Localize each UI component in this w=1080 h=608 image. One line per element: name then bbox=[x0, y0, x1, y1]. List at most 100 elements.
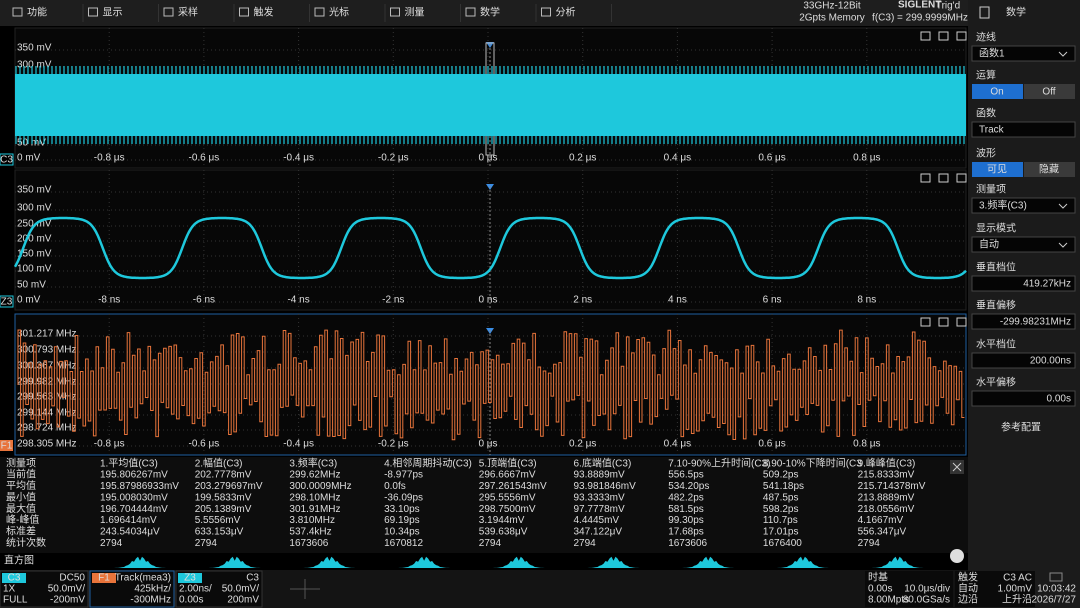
panel-tool-icon[interactable] bbox=[920, 173, 931, 183]
table-cell: 297.261543mV bbox=[479, 481, 547, 492]
ref-config-button[interactable]: 参考配置 bbox=[1001, 421, 1041, 434]
panel-icon bbox=[979, 6, 990, 19]
histogram bbox=[394, 556, 455, 568]
menu-item[interactable]: 显示 bbox=[103, 7, 123, 19]
panel-tool-icon[interactable] bbox=[938, 31, 949, 41]
channel-setting: -300MHz bbox=[130, 595, 171, 606]
x-axis-label: 8 ns bbox=[857, 295, 876, 306]
channel-setting: 0.00s bbox=[179, 595, 203, 606]
panel-tool-icon[interactable] bbox=[956, 317, 967, 327]
panel-tool-icon[interactable] bbox=[920, 317, 931, 327]
channel-setting: FULL bbox=[3, 595, 28, 606]
menu-item[interactable]: 测量 bbox=[405, 6, 425, 19]
table-header: 测量项 bbox=[6, 457, 36, 470]
channel-tag bbox=[92, 573, 116, 583]
table-cell: 298.10MHz bbox=[289, 492, 340, 503]
panel-tool-icon[interactable] bbox=[938, 173, 949, 183]
table-cell: 199.5833mV bbox=[195, 492, 252, 503]
info-value: 边沿 bbox=[958, 594, 978, 606]
x-axis-label: 4 ns bbox=[668, 295, 687, 306]
setting-box[interactable] bbox=[971, 275, 1076, 292]
table-cell: 299.62MHz bbox=[289, 470, 340, 481]
x-axis-label: 0.8 μs bbox=[853, 439, 880, 450]
table-cell: 195.87986933mV bbox=[100, 481, 179, 492]
table-header: 1.平均值(C3) bbox=[100, 457, 158, 470]
table-cell: 1673606 bbox=[668, 538, 707, 549]
toggle-option[interactable] bbox=[972, 84, 1023, 99]
table-cell: 1.696414mV bbox=[100, 515, 157, 526]
menu-icon bbox=[314, 7, 325, 17]
cross-icon bbox=[290, 579, 320, 599]
table-cell: 202.7778mV bbox=[195, 470, 252, 481]
setting-box[interactable] bbox=[971, 121, 1076, 138]
y-axis-label: 150 mV bbox=[17, 249, 52, 260]
setting-box[interactable] bbox=[971, 236, 1076, 253]
info-title: 时基 bbox=[868, 571, 888, 584]
clock-date: 2026/7/27 bbox=[1032, 595, 1077, 606]
table-cell: 17.01ps bbox=[763, 527, 799, 538]
table-header: 6.底端值(C3) bbox=[574, 457, 632, 470]
table-cell: 534.20ps bbox=[668, 481, 709, 492]
trigger-status: Trig'd bbox=[936, 1, 960, 12]
x-axis-label: 2 ns bbox=[573, 295, 592, 306]
menu-item[interactable]: 光标 bbox=[329, 6, 349, 19]
setting-label: 水平档位 bbox=[976, 338, 1016, 351]
table-cell: 203.279697mV bbox=[195, 481, 263, 492]
info-value: 8.00Mpts bbox=[868, 595, 909, 606]
table-cell: 最小值 bbox=[6, 490, 36, 503]
setting-box[interactable] bbox=[971, 45, 1076, 62]
panel-tool-icon[interactable] bbox=[956, 173, 967, 183]
table-cell: 33.10ps bbox=[384, 504, 420, 515]
info-box[interactable] bbox=[955, 571, 1035, 607]
x-axis-label: 0.6 μs bbox=[758, 153, 785, 164]
histogram bbox=[488, 556, 549, 568]
channel-source: Track(mea3) bbox=[115, 573, 171, 584]
panel-tool-icon[interactable] bbox=[938, 317, 949, 327]
setting-box[interactable] bbox=[971, 352, 1076, 369]
table-cell: 4.4445mV bbox=[574, 515, 620, 526]
channel-setting: 1X bbox=[3, 584, 16, 595]
menu-item[interactable]: 数学 bbox=[480, 6, 500, 19]
channel-marker bbox=[0, 153, 14, 166]
table-cell: 487.5ps bbox=[763, 492, 799, 503]
x-axis-label: -6 ns bbox=[193, 295, 215, 306]
table-cell: 93.981846mV bbox=[574, 481, 637, 492]
table-cell: 5.5556mV bbox=[195, 515, 241, 526]
channel-tag bbox=[178, 573, 202, 583]
dropdown-chevron bbox=[1058, 242, 1068, 248]
toggle-option[interactable] bbox=[972, 162, 1023, 177]
menu-item[interactable]: 触发 bbox=[254, 6, 274, 19]
histogram bbox=[867, 556, 928, 568]
setting-box[interactable] bbox=[971, 313, 1076, 330]
table-cell: 3.1944mV bbox=[479, 515, 525, 526]
toggle-label: 隐藏 bbox=[1039, 164, 1059, 176]
setting-label: 显示模式 bbox=[976, 222, 1016, 235]
panel-tool-icon[interactable] bbox=[956, 31, 967, 41]
menu-item[interactable]: 分析 bbox=[556, 6, 576, 19]
toggle-option[interactable] bbox=[1024, 162, 1075, 177]
channel-setting: 50.0mV/ bbox=[222, 584, 259, 595]
info-box[interactable] bbox=[865, 571, 953, 607]
setting-box[interactable] bbox=[971, 390, 1076, 407]
menu-item[interactable]: 功能 bbox=[27, 6, 47, 19]
menu-icon bbox=[239, 7, 249, 17]
channel-name: C3 bbox=[8, 573, 21, 584]
panel-tool-icon[interactable] bbox=[920, 31, 931, 41]
y-axis-label: 350 mV bbox=[17, 185, 52, 196]
x-axis-label: 0 μs bbox=[478, 439, 497, 450]
channel-marker-label: C3 bbox=[0, 155, 13, 166]
x-axis-label: -0.2 μs bbox=[378, 153, 409, 164]
table-cell: 统计次数 bbox=[6, 536, 46, 549]
table-cell: 347.122μV bbox=[574, 527, 623, 538]
table-cell: 215.714378mV bbox=[858, 481, 926, 492]
setting-label: 运算 bbox=[976, 69, 996, 82]
table-cell: 4.1667mV bbox=[858, 515, 904, 526]
spec-text: 33GHz-12Bit bbox=[803, 1, 860, 12]
toggle-option[interactable] bbox=[1024, 84, 1075, 99]
menu-item[interactable]: 采样 bbox=[178, 6, 198, 19]
table-cell: 17.68ps bbox=[668, 527, 704, 538]
y-axis-label: 301.217 MHz bbox=[17, 329, 76, 340]
histogram-toggle[interactable] bbox=[950, 549, 964, 563]
y-axis-label: 298.305 MHz bbox=[17, 439, 76, 450]
setting-box[interactable] bbox=[971, 197, 1076, 214]
